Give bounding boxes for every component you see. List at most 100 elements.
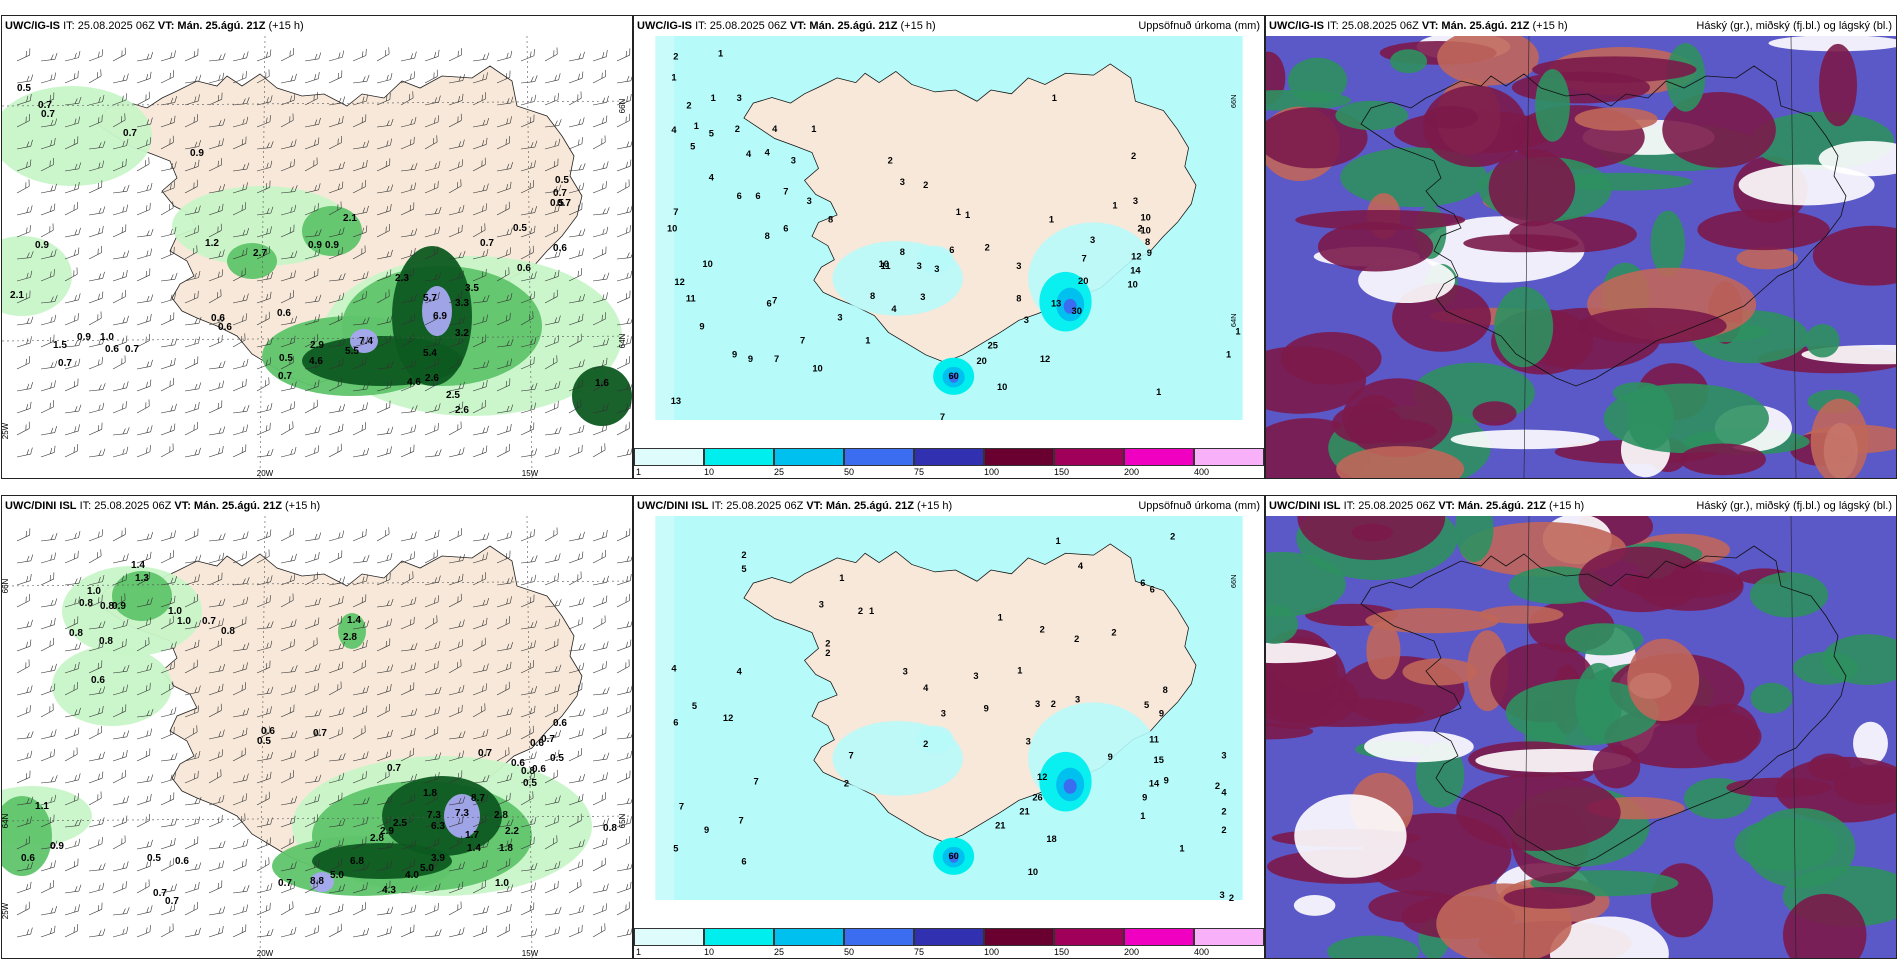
wind-barb (88, 771, 104, 784)
wind-barb (160, 726, 175, 740)
cloud-patch (1364, 731, 1474, 763)
wind-barb (376, 269, 392, 282)
wind-barb (136, 202, 151, 216)
precip-value-label: 0.7 (313, 728, 327, 739)
wind-barb (376, 203, 392, 216)
panel-unit-label: Uppsöfnuð úrkoma (mm) (1138, 500, 1260, 512)
cloud-cover-map (1266, 516, 1896, 958)
wind-barb (472, 925, 488, 938)
wind-barb (424, 357, 440, 370)
cloud-patch (1456, 773, 1621, 851)
wind-barb (136, 379, 152, 392)
precip-value-label: 2 (858, 606, 863, 616)
wind-barb (64, 681, 78, 696)
wind-barb (400, 444, 415, 458)
cloud-patch (1738, 164, 1875, 206)
precip-value-label: 0.6 (553, 718, 567, 729)
precip-value-label: 0.7 (478, 748, 492, 759)
cloud-patch (1293, 895, 1336, 916)
wind-barb (352, 179, 366, 194)
wind-barb (616, 270, 632, 282)
wind-barb (64, 293, 81, 304)
precip-value-label: 3 (1221, 750, 1226, 760)
wind-barb (112, 224, 127, 238)
precip-value-label: 0.5 (257, 736, 271, 747)
wind-barb (136, 248, 152, 260)
wind-barb (160, 707, 177, 718)
wind-barb (112, 335, 128, 348)
wind-barb (208, 315, 225, 326)
wind-barb (40, 157, 54, 172)
wind-barb (448, 593, 462, 608)
wind-barb (112, 401, 127, 414)
wind-barb (592, 161, 609, 172)
wind-barb (352, 836, 367, 850)
wind-barb (256, 575, 273, 586)
wind-barb (208, 840, 226, 850)
wind-barb (16, 225, 31, 238)
longitude-label: 15W (522, 469, 539, 478)
wind-barb (88, 837, 103, 850)
wind-barb (40, 183, 57, 194)
wind-barb (208, 334, 223, 348)
wind-barb (304, 840, 321, 850)
precip-value-label: 15 (1154, 755, 1164, 765)
wind-barb (280, 573, 296, 586)
wind-barb (424, 817, 441, 828)
precip-value-label: 9 (984, 704, 989, 714)
wind-barb (256, 272, 273, 282)
wind-barb (328, 753, 346, 762)
precip-value-label: 6 (1150, 584, 1155, 594)
precip-value-label: 0.5 (523, 778, 537, 789)
wind-barb (232, 247, 248, 260)
wind-barb (544, 599, 562, 608)
wind-barb (160, 246, 175, 260)
wind-barb (280, 204, 297, 216)
wind-barb (616, 74, 632, 84)
wind-barb (520, 725, 534, 740)
wind-barb (304, 379, 320, 392)
cloud-patch (1266, 90, 1352, 111)
wind-barb (328, 358, 344, 370)
wind-barb (352, 245, 366, 260)
precip-value-label: 0.7 (278, 878, 292, 889)
wind-barb (496, 923, 510, 938)
wind-barb (232, 551, 247, 564)
cloud-patch (1488, 149, 1576, 227)
wind-barb (400, 793, 416, 806)
wind-barb (544, 289, 558, 304)
wind-barb (376, 446, 392, 458)
panel-dini-accum-precip: UWC/DINI ISL IT: 25.08.2025 06Z VT: Mán.… (633, 495, 1265, 959)
precip-value-label: 2 (825, 638, 830, 648)
wind-barb (616, 447, 632, 458)
precip-value-label: 1.4 (131, 560, 145, 571)
wind-barb (544, 426, 562, 436)
wind-barb (280, 316, 297, 326)
wind-barb (112, 113, 126, 128)
wind-barb (352, 705, 368, 718)
wind-barb (496, 550, 511, 564)
wind-barb (424, 706, 440, 718)
wind-barb (544, 184, 562, 194)
wind-barb (376, 73, 393, 84)
wind-barb (280, 224, 295, 238)
parallel-line (2, 100, 632, 107)
wind-barb (256, 403, 273, 414)
wind-barb (280, 185, 298, 194)
wind-barb (496, 404, 514, 414)
wind-barb (448, 290, 463, 304)
colorbar-tick-label: 75 (914, 467, 925, 477)
wind-barb (304, 157, 318, 172)
wind-barb (568, 359, 585, 370)
wind-barb (520, 594, 535, 608)
cloud-patch (1472, 401, 1517, 426)
wind-barb (592, 272, 610, 282)
wind-barb (424, 95, 441, 106)
wind-barb (160, 135, 174, 150)
wind-barb (136, 268, 151, 282)
wind-barb (352, 48, 367, 62)
cloud-patch (1818, 43, 1858, 127)
wind-barb (64, 247, 80, 260)
wind-barb (496, 616, 510, 630)
wind-barb (40, 729, 57, 740)
